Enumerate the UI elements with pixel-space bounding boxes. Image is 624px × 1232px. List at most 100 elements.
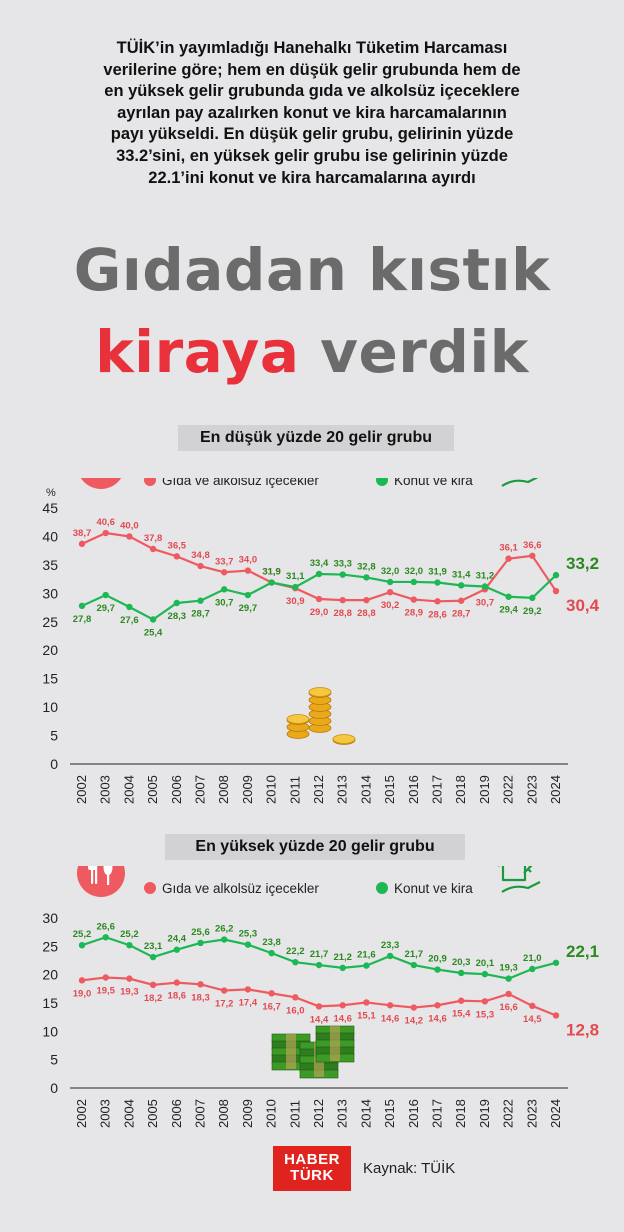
data-label-rent: 22,1	[566, 942, 599, 961]
spoon-handle	[107, 873, 110, 885]
data-label-rent: 32,0	[381, 566, 400, 577]
y-tick-label: 40	[42, 528, 58, 544]
y-tick-label: 20	[42, 967, 58, 983]
coin-top	[286, 714, 310, 724]
data-point-rent	[339, 964, 346, 972]
intro-line: 22.1’ini konut ve kira harcamalarına ayı…	[148, 168, 476, 187]
chart-highest-income: 0 5 10 15 20 25 30 2002 2003 2004 2005 2006 2007 2008…	[0, 866, 624, 1196]
x-tick-label: 2006	[169, 1099, 184, 1128]
legend-label-food: Gıda ve alkolsüz içecekler	[162, 881, 319, 896]
data-label-food: 30,9	[286, 596, 305, 607]
data-label-rent: 21,2	[333, 952, 352, 963]
y-tick-label: 15	[42, 995, 58, 1011]
food-icon-circle	[77, 866, 125, 897]
data-point-rent	[149, 616, 157, 623]
data-point-rent	[386, 952, 394, 960]
intro-line: payı yükseldi. En düşük gelir grubu, gel…	[110, 125, 514, 144]
data-point-rent	[292, 959, 299, 966]
headline-rest: verdik	[299, 318, 529, 386]
data-point-rent	[102, 934, 109, 941]
data-point-rent	[102, 591, 109, 599]
x-tick-label: 2011	[287, 776, 302, 804]
x-tick-label: 2010	[264, 775, 279, 804]
data-label-rent: 31,4	[452, 569, 471, 580]
key-shaft	[523, 866, 533, 874]
data-point-rent	[78, 602, 86, 610]
headline-highlight: kiraya	[95, 318, 300, 386]
y-tick-label: 5	[50, 728, 58, 744]
data-point-food	[434, 1002, 441, 1009]
x-tick-label: 2022	[501, 1099, 516, 1128]
data-label-rent: 23,3	[381, 940, 400, 951]
legend-marker-food	[144, 882, 156, 894]
x-tick-label: 2012	[311, 1099, 326, 1128]
y-tick-label: 10	[42, 1023, 58, 1039]
data-label-food: 16,7	[262, 1001, 281, 1012]
data-point-rent	[197, 597, 204, 604]
data-point-food	[221, 569, 228, 576]
y-axis-unit: %	[46, 487, 56, 499]
data-label-food: 18,2	[144, 993, 163, 1004]
data-label-rent: 21,7	[405, 949, 424, 960]
data-label-rent: 25,2	[73, 929, 92, 940]
x-tick-label: 2006	[169, 775, 184, 804]
data-point-food	[292, 994, 299, 1001]
data-label-food: 29,0	[310, 607, 329, 618]
x-tick-label: 2023	[524, 1099, 539, 1128]
data-point-food	[126, 533, 133, 540]
food-icon	[80, 478, 122, 489]
y-tick-label: 5	[50, 1052, 58, 1068]
data-label-rent: 24,4	[168, 934, 187, 945]
house-key-icon	[498, 866, 541, 893]
data-label-rent: 31,9	[262, 567, 281, 578]
data-point-rent	[339, 571, 346, 578]
data-label-rent: 31,2	[476, 571, 495, 582]
x-tick-label: 2013	[335, 775, 350, 804]
data-point-food	[315, 595, 323, 603]
intro-line: ayrılan pay azalırken konut ve kira harc…	[117, 103, 507, 122]
y-tick-label: 0	[50, 756, 58, 772]
x-tick-label: 2016	[406, 775, 421, 804]
spoon-head	[103, 866, 113, 875]
data-label-food: 28,9	[405, 608, 424, 619]
data-label-food: 16,6	[499, 1002, 518, 1013]
data-point-rent	[244, 591, 252, 599]
hand-outline	[501, 478, 539, 487]
data-label-food: 30,4	[566, 596, 600, 615]
chart2-svg: 0 5 10 15 20 25 30 2002 2003 2004 2005 2006 2007 2008…	[42, 866, 599, 1128]
data-point-rent	[315, 570, 323, 578]
x-tick-label: 2014	[358, 1099, 373, 1128]
data-point-rent	[292, 583, 299, 591]
data-point-food	[552, 1012, 560, 1019]
chart1-svg: % 0 5 10 15 20 25 30 35 40 45 2002 2003 2004 2005 2006 2…	[42, 478, 600, 804]
data-point-food	[149, 545, 157, 553]
data-label-food: 28,8	[357, 608, 376, 619]
x-tick-label: 2010	[264, 1099, 279, 1128]
food-icon-circle	[80, 478, 122, 489]
data-label-food: 36,6	[523, 540, 542, 551]
data-label-rent: 21,6	[357, 950, 376, 961]
y-tick-label: 10	[42, 699, 58, 715]
data-label-rent: 26,6	[96, 921, 115, 932]
fork-tine	[91, 866, 94, 884]
x-tick-label: 2019	[477, 1099, 492, 1128]
data-label-rent: 23,8	[262, 937, 281, 948]
x-tick-label: 2005	[145, 1099, 160, 1128]
data-label-food: 30,7	[476, 597, 495, 608]
x-tick-label: 2005	[145, 775, 160, 804]
cash-band	[330, 1026, 340, 1061]
data-label-food: 14,5	[523, 1014, 542, 1025]
data-label-rent: 25,4	[144, 628, 163, 639]
hand-outline	[501, 881, 541, 893]
data-label-food: 12,8	[566, 1020, 599, 1039]
data-label-food: 28,8	[333, 608, 352, 619]
data-label-rent: 23,1	[144, 941, 163, 952]
x-tick-label: 2015	[382, 775, 397, 804]
data-point-rent	[410, 578, 417, 586]
y-tick-label: 45	[42, 500, 58, 516]
intro-line: verilerine göre; hem en düşük gelir grub…	[103, 60, 521, 79]
data-point-food	[552, 587, 560, 595]
data-point-rent	[149, 953, 157, 961]
data-label-rent: 29,2	[523, 606, 542, 617]
data-point-rent	[268, 949, 275, 957]
